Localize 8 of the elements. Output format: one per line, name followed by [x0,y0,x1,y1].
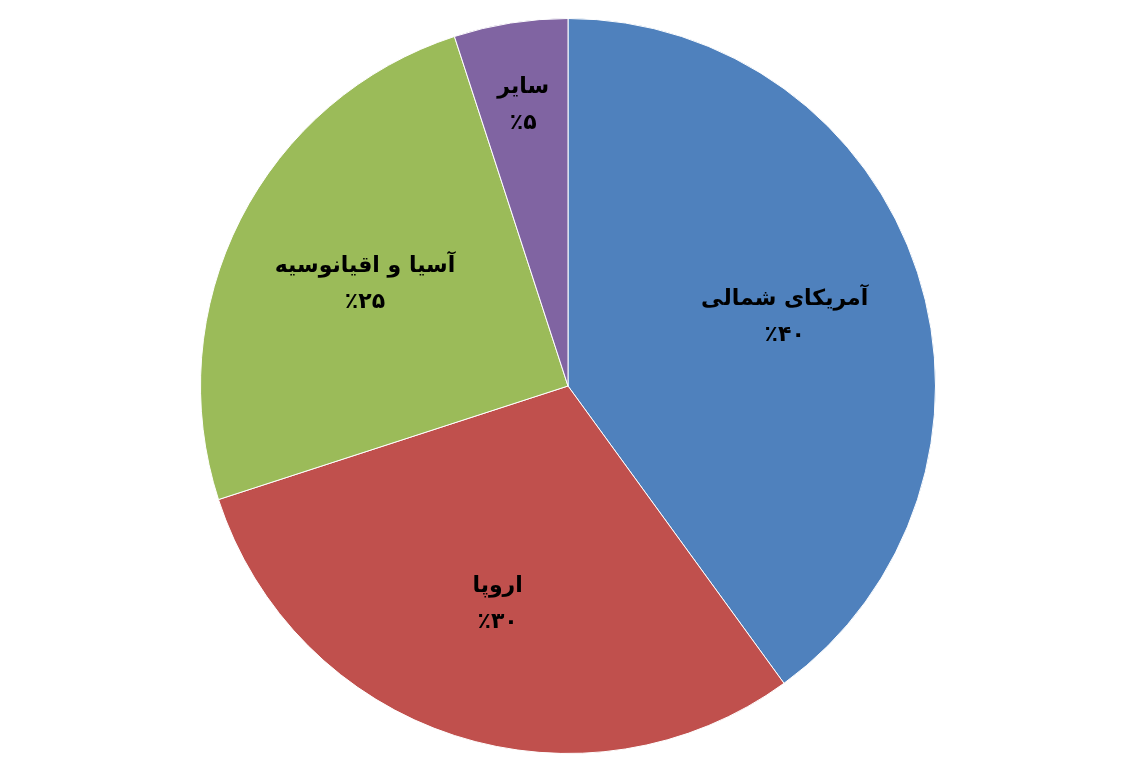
slice-label: سایر [496,72,550,99]
slice-label: اروپا [472,572,523,599]
slice-label: آسیا و اقیانوسیه [274,250,456,279]
data-label: ٪۳۰ [477,608,518,634]
data-label: ٪۲۵ [344,288,386,314]
data-label: ٪۴۰ [764,321,805,347]
data-label: ٪۵ [509,108,537,134]
slice-label: آمریکای شمالی [701,283,869,312]
